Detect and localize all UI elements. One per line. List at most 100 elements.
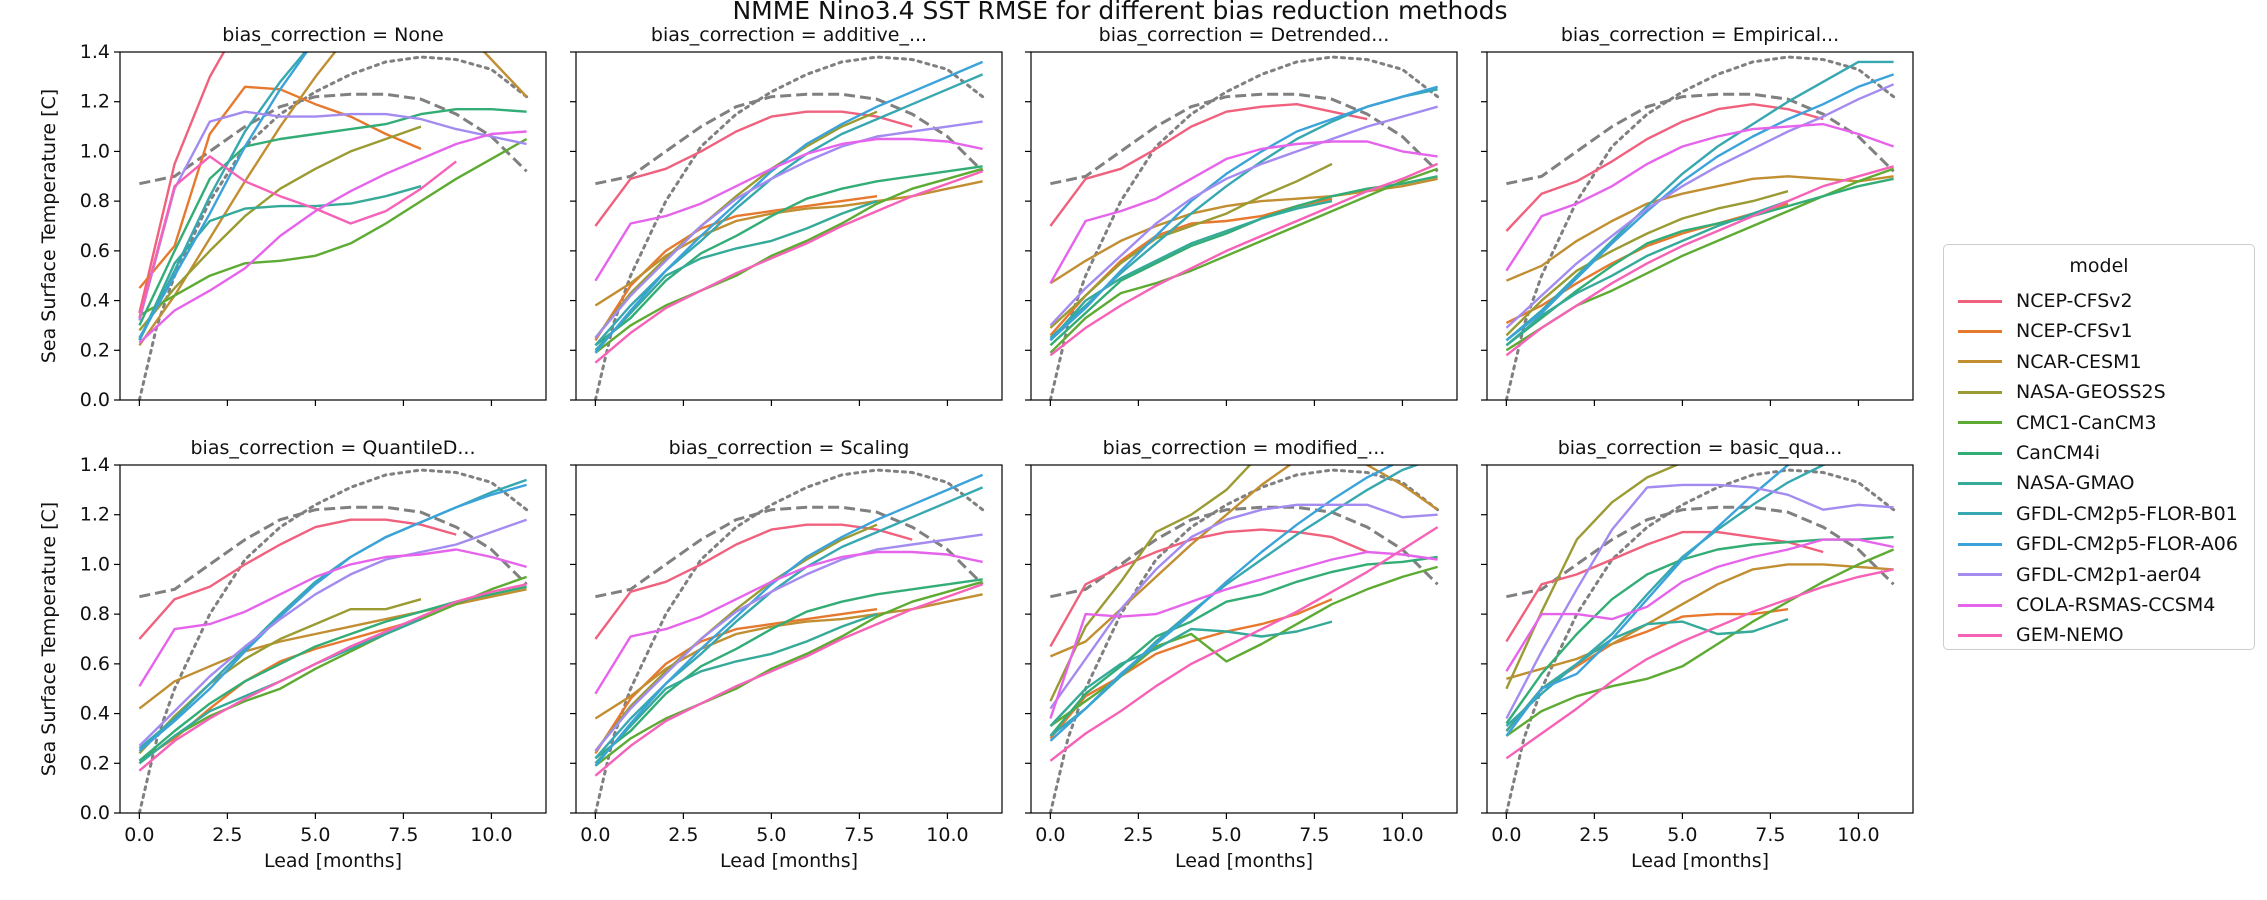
y-tick-label: 0.6	[80, 240, 110, 262]
series-line	[1505, 548, 1895, 737]
panel-frame	[1486, 51, 1914, 401]
panel-4: bias_correction = Empirical...	[1481, 24, 1914, 406]
panel-frame	[119, 464, 547, 814]
series-line	[138, 52, 528, 346]
series-line	[594, 180, 983, 307]
series-line	[138, 478, 527, 750]
x-axis-label: Lead [months]	[720, 850, 858, 872]
series-line	[138, 52, 226, 314]
legend-item: GFDL-CM2p5-FLOR-A06	[1958, 530, 2238, 558]
panel-frame	[575, 464, 1003, 814]
legend-swatch	[1958, 329, 2002, 333]
series-line	[594, 580, 983, 767]
legend: model NCEP-CFSv2 NCEP-CFSv1 NCAR-CESM1 NASA…	[1943, 244, 2255, 650]
series-line	[1505, 167, 1895, 352]
series-line	[594, 167, 983, 354]
series-line	[594, 593, 983, 720]
legend-label: CMC1-CanCM3	[2016, 411, 2157, 434]
legend-swatch	[1958, 481, 2002, 485]
panel-2: bias_correction = additive_...	[570, 24, 1003, 406]
panel-title: bias_correction = Empirical...	[1561, 24, 1839, 46]
x-tick-label: 7.5	[1755, 824, 1785, 846]
legend-label: NASA-GMAO	[2016, 472, 2135, 495]
legend-label: NASA-GEOSS2S	[2016, 381, 2166, 404]
panel-frame	[1486, 464, 1914, 814]
legend-item: COLA-RSMAS-CCSM4	[1958, 591, 2215, 619]
series-line	[1505, 83, 1895, 329]
reference-line-dashed	[1050, 92, 1439, 186]
series-line	[594, 170, 983, 364]
series-line	[1505, 102, 1824, 232]
panel-6: bias_correction = Scaling 0.0 2.5 5.0 7.5 10.…	[570, 437, 1003, 872]
panel-lines	[1504, 55, 1896, 400]
legend-item: NCEP-CFSv1	[1958, 317, 2133, 345]
panel-lines	[1504, 465, 1896, 813]
panel-title: bias_correction = QuantileD...	[191, 437, 476, 459]
x-tick-label: 10.0	[1837, 824, 1879, 846]
legend-item: NASA-GMAO	[1958, 469, 2135, 497]
chart-title: NMME Nino3.4 SST RMSE for different bias…	[732, 0, 1507, 25]
series-line	[138, 125, 422, 332]
y-tick-label: 0.4	[80, 703, 110, 725]
series-line	[1049, 465, 1395, 742]
panel-title: bias_correction = Detrended...	[1099, 24, 1390, 46]
legend-item: GFDL-CM2p1-aer04	[1958, 561, 2201, 589]
series-line	[1505, 60, 1894, 342]
series-line	[1049, 555, 1438, 737]
panel-lines	[593, 468, 985, 813]
series-line	[1049, 102, 1368, 227]
series-line	[1049, 526, 1439, 762]
y-tick-label: 0.0	[80, 389, 110, 411]
panel-7: bias_correction = modified_... 0.0 2.5 5.0 7…	[1025, 437, 1458, 872]
series-line	[138, 155, 457, 319]
series-line	[1505, 465, 1827, 727]
x-tick-label: 7.5	[388, 824, 418, 846]
reference-line-dashed	[1506, 505, 1895, 599]
y-tick-label: 0.0	[80, 802, 110, 824]
x-tick-label: 10.0	[1381, 824, 1423, 846]
reference-line-dotted	[593, 468, 985, 813]
series-line	[138, 575, 527, 765]
y-axis-label: Sea Surface Temperature [C]	[38, 89, 60, 363]
series-line	[1505, 538, 1894, 672]
panel-lines	[593, 55, 985, 400]
panel-3: bias_correction = Detrended...	[1025, 24, 1458, 406]
series-line	[1506, 563, 1894, 680]
legend-swatch	[1958, 299, 2002, 303]
series-line	[1049, 465, 1439, 658]
legend-swatch	[1958, 451, 2002, 455]
y-tick-label: 1.0	[80, 140, 110, 162]
x-tick-label: 5.0	[756, 824, 786, 846]
reference-line-dashed	[595, 505, 984, 599]
x-axis-label: Lead [months]	[1631, 850, 1769, 872]
series-line	[1049, 503, 1438, 710]
series-line	[1505, 199, 1789, 347]
reference-line-dashed	[595, 92, 984, 186]
x-tick-label: 7.5	[1299, 824, 1329, 846]
legend-label: CanCM4i	[2016, 442, 2100, 464]
y-tick-label: 0.8	[80, 603, 110, 625]
x-tick-label: 2.5	[668, 824, 698, 846]
series-line	[594, 120, 983, 339]
legend-label: NCAR-CESM1	[2016, 350, 2142, 373]
x-tick-label: 5.0	[1667, 824, 1697, 846]
reference-line-dotted	[1048, 55, 1440, 400]
x-axis-label: Lead [months]	[264, 850, 402, 872]
legend-label: GFDL-CM2p5-FLOR-A06	[2016, 533, 2238, 556]
panel-frame	[119, 51, 547, 401]
panel-lines	[137, 52, 529, 400]
series-line	[594, 60, 984, 354]
series-line	[1505, 465, 1791, 737]
panel-title: bias_correction = Scaling	[669, 437, 910, 459]
legend-label: GFDL-CM2p5-FLOR-B01	[2016, 502, 2238, 525]
y-tick-label: 1.4	[80, 454, 110, 476]
series-line	[138, 52, 309, 339]
reference-line-dotted	[593, 55, 985, 400]
legend-swatch	[1958, 512, 2002, 516]
series-line	[1505, 73, 1894, 342]
x-axis-label: Lead [months]	[1175, 850, 1313, 872]
panel-title: bias_correction = basic_qua...	[1558, 437, 1843, 459]
panel-title: bias_correction = modified_...	[1103, 437, 1386, 459]
series-line	[1505, 483, 1894, 720]
legend-swatch	[1958, 603, 2002, 607]
